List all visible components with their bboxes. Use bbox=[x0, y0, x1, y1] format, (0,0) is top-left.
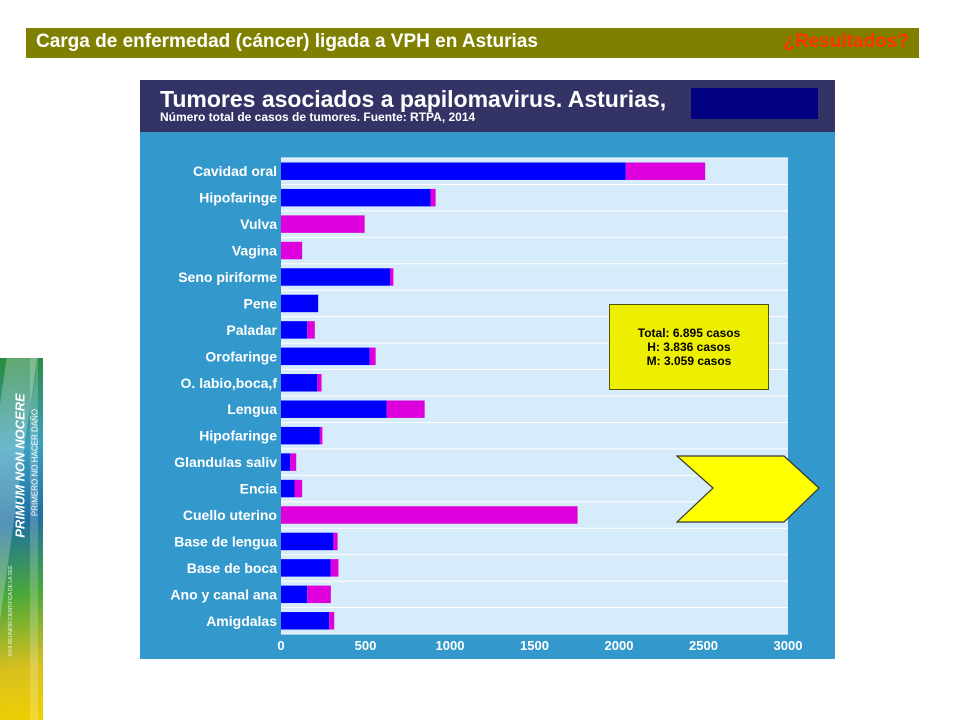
category-label: Hipofaringe bbox=[199, 428, 277, 444]
banner-sub-text: PRIMERO NO HACER DAÑO bbox=[30, 408, 40, 517]
total-cases: Total: 6.895 casos bbox=[637, 326, 741, 340]
chart-title-bar: Tumores asociados a papilomavirus. Astur… bbox=[140, 80, 835, 132]
category-label: Lengua bbox=[227, 401, 277, 417]
category-label: Amigdalas bbox=[206, 613, 277, 629]
bar-segment-men bbox=[281, 400, 387, 418]
category-label: Cavidad oral bbox=[193, 163, 277, 179]
chart-title: Tumores asociados a papilomavirus. Astur… bbox=[160, 86, 667, 112]
category-label: Vagina bbox=[232, 243, 277, 259]
banner-main-text: PRIMUM NON NOCERE bbox=[12, 393, 28, 538]
bar-segment-women bbox=[386, 400, 425, 418]
bar-segment-men bbox=[281, 321, 308, 339]
bar-segment-women bbox=[330, 559, 339, 577]
bar-segment-men bbox=[281, 612, 330, 630]
category-label: Base de lengua bbox=[174, 533, 277, 549]
chevron-arrow-icon bbox=[676, 455, 820, 523]
category-label: O. labio,boca,f bbox=[181, 375, 278, 391]
category-label: Base de boca bbox=[187, 560, 277, 576]
category-label: Cuello uterino bbox=[183, 507, 277, 523]
bar-segment-women bbox=[290, 453, 297, 471]
bar-segment-women bbox=[430, 188, 436, 207]
bar-segment-women bbox=[333, 532, 338, 551]
bar-segment-women bbox=[281, 215, 365, 233]
bar-segment-men bbox=[281, 347, 370, 366]
category-label: Vulva bbox=[240, 216, 277, 232]
bar-segment-men bbox=[281, 532, 334, 551]
category-label: Hipofaringe bbox=[199, 190, 277, 206]
chart-panel: Cavidad oral Hipofaringe Vulva Vagina Seno p… bbox=[140, 80, 835, 659]
women-cases: M: 3.059 casos bbox=[646, 354, 732, 368]
slide-title: Carga de enfermedad (cáncer) ligada a VP… bbox=[36, 31, 538, 52]
slide-subtitle: ¿Resultados? bbox=[783, 31, 909, 52]
bar-segment-men bbox=[281, 188, 431, 207]
banner-stripe bbox=[30, 358, 38, 720]
bar-segment-men bbox=[281, 294, 319, 313]
bar-segment-women bbox=[307, 321, 315, 339]
chart-subtitle: Número total de casos de tumores. Fuente… bbox=[160, 110, 476, 124]
bar-segment-men bbox=[281, 559, 331, 577]
bar-segment-men bbox=[281, 268, 391, 286]
bar-segment-women bbox=[625, 162, 706, 180]
bar-segment-women bbox=[329, 612, 335, 630]
category-label: Paladar bbox=[226, 322, 277, 338]
category-label: Orofaringe bbox=[205, 348, 277, 364]
x-tick-label: 3000 bbox=[774, 638, 803, 653]
redacted-box bbox=[691, 88, 818, 119]
category-label: Glandulas saliv bbox=[174, 454, 277, 470]
bar-segment-women bbox=[307, 585, 331, 604]
bar-segment-women bbox=[369, 347, 376, 366]
bar-segment-women bbox=[281, 506, 578, 524]
slide-header: Carga de enfermedad (cáncer) ligada a VP… bbox=[26, 28, 919, 58]
x-tick-label: 500 bbox=[355, 638, 377, 653]
x-tick-label: 1500 bbox=[520, 638, 549, 653]
banner-fine-text: XXIII REUNIÓN CIENTÍFICA DE LA SEE bbox=[8, 565, 14, 657]
bar-segment-women bbox=[319, 426, 323, 445]
bar-segment-men bbox=[281, 479, 295, 498]
bar-chart: Cavidad oral Hipofaringe Vulva Vagina Seno p… bbox=[170, 157, 803, 653]
x-tick-label: 2000 bbox=[605, 638, 634, 653]
bar-segment-women bbox=[317, 374, 322, 392]
x-tick-label: 0 bbox=[277, 638, 284, 653]
bar-segment-men bbox=[281, 162, 626, 180]
category-label: Encia bbox=[240, 481, 278, 497]
side-banner-logo: PRIMUM NON NOCERE PRIMERO NO HACER DAÑO … bbox=[0, 358, 43, 720]
men-cases: H: 3.836 casos bbox=[647, 340, 731, 354]
bar-segment-women bbox=[390, 268, 394, 286]
bar-segment-men bbox=[281, 426, 320, 445]
x-tick-label: 1000 bbox=[436, 638, 465, 653]
x-tick-label: 2500 bbox=[689, 638, 718, 653]
bar-segment-men bbox=[281, 585, 308, 604]
bar-segment-women bbox=[281, 241, 303, 260]
totals-callout: Total: 6.895 casos H: 3.836 casos M: 3.0… bbox=[609, 304, 769, 390]
category-label: Seno piriforme bbox=[178, 269, 277, 285]
category-label: Pene bbox=[244, 295, 278, 311]
bar-segment-men bbox=[281, 374, 318, 392]
bar-segment-women bbox=[294, 479, 303, 498]
bar-segment-men bbox=[281, 453, 291, 471]
category-label: Ano y canal ana bbox=[170, 586, 277, 602]
